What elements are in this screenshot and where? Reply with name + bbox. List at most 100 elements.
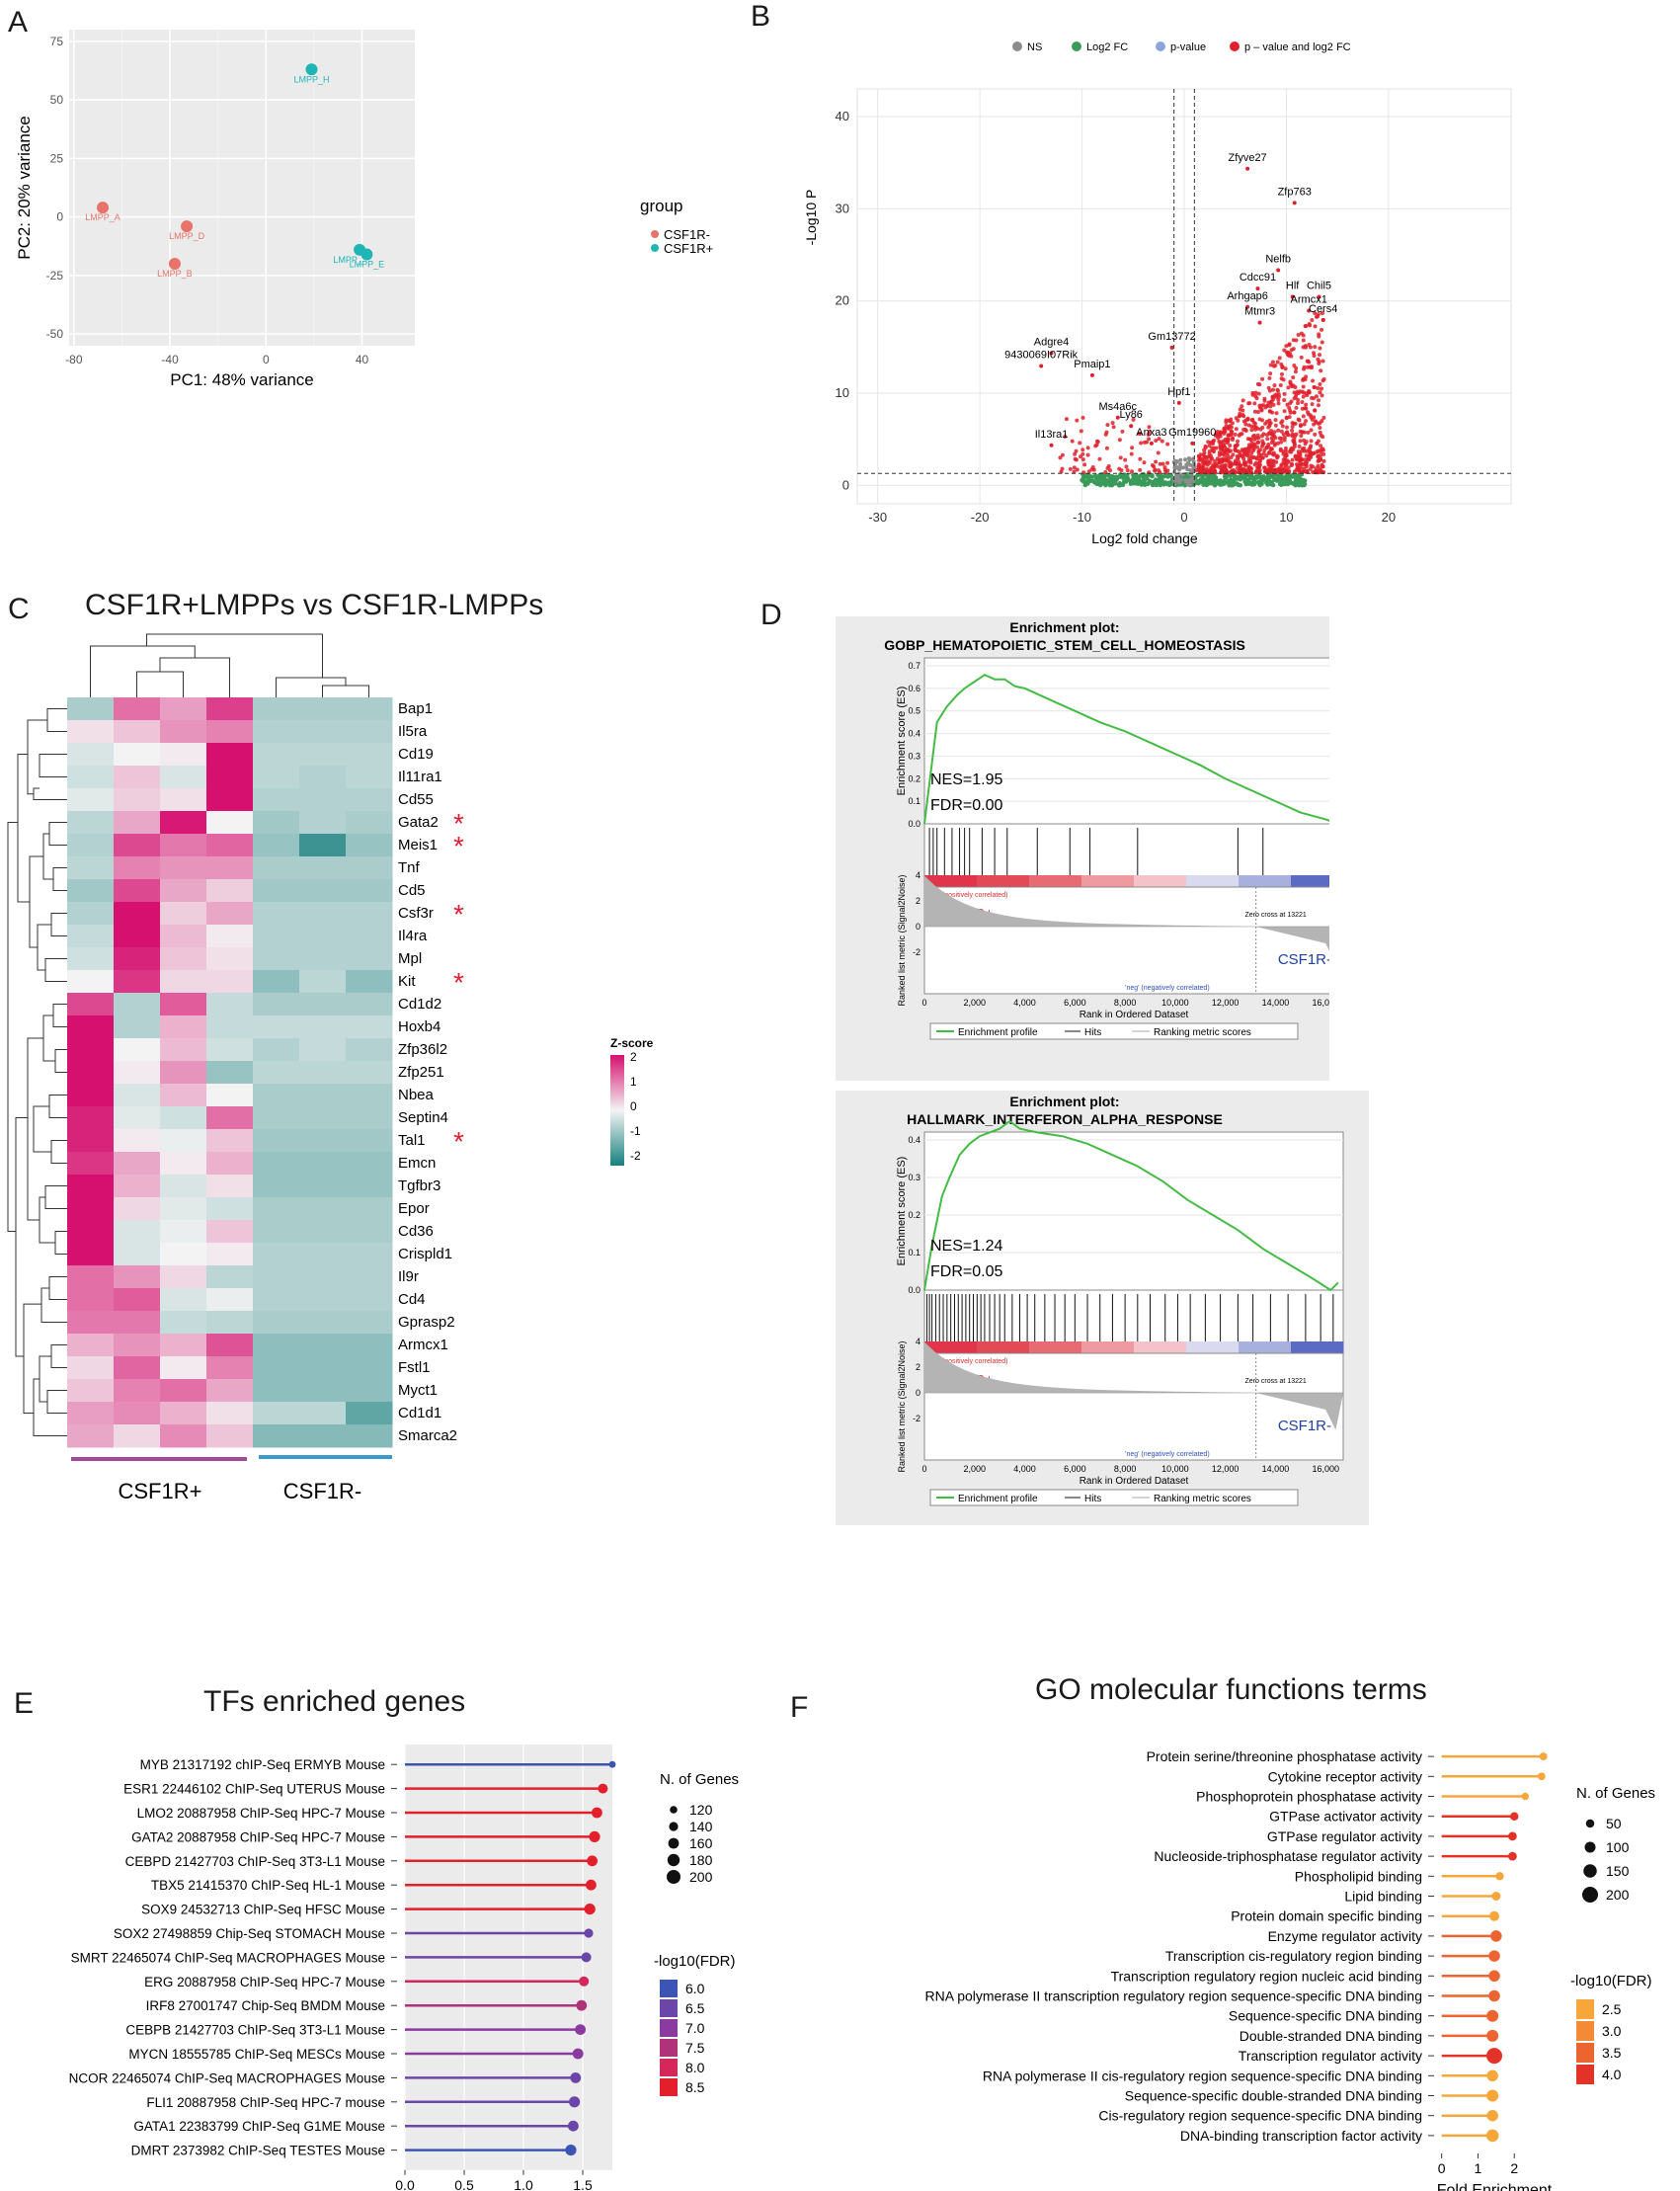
pca-legend-dot bbox=[651, 230, 659, 238]
heatmap-cell bbox=[67, 1061, 115, 1085]
color-legend-swatch bbox=[660, 2039, 678, 2057]
volcano-point bbox=[1241, 419, 1246, 424]
volcano-point bbox=[1303, 406, 1308, 411]
gsea-rank-y-tick: 4 bbox=[916, 870, 920, 880]
heatmap-cell bbox=[114, 1334, 161, 1357]
volcano-point bbox=[1266, 460, 1271, 465]
lollipop-term-label: SOX2 27498859 Chip-Seq STOMACH Mouse bbox=[114, 1926, 385, 1941]
heatmap-cell bbox=[253, 925, 300, 948]
dendrogram-branch bbox=[29, 855, 43, 948]
gsea-legend-hits: Hits bbox=[1084, 1494, 1101, 1504]
heatmap-cell bbox=[299, 697, 347, 721]
volcano-point bbox=[1287, 415, 1292, 420]
heatmap-cell bbox=[67, 1015, 115, 1039]
volcano-point bbox=[1097, 456, 1102, 461]
heatmap-cell bbox=[206, 1061, 254, 1085]
color-legend-label: 3.5 bbox=[1602, 2045, 1622, 2061]
volcano-point bbox=[1082, 462, 1087, 467]
heatmap-cell bbox=[206, 1084, 254, 1107]
volcano-points bbox=[1058, 311, 1326, 488]
heatmap-cell bbox=[67, 902, 115, 926]
heatmap-cell bbox=[253, 1265, 300, 1289]
volcano-point bbox=[1074, 457, 1079, 462]
lollipop-dot bbox=[1488, 1989, 1500, 2002]
volcano-point bbox=[1309, 439, 1314, 444]
volcano-gene-label: Gm13772 bbox=[1148, 331, 1195, 343]
volcano-point bbox=[1266, 476, 1271, 481]
heatmap-cell bbox=[206, 1265, 254, 1289]
gsea-legend-profile: Enrichment profile bbox=[958, 1027, 1038, 1038]
gsea-title: Enrichment plot: bbox=[1009, 619, 1119, 635]
volcano-point bbox=[1284, 474, 1289, 480]
volcano-labeled-point bbox=[1276, 268, 1281, 273]
heatmap-cell bbox=[299, 1084, 347, 1107]
volcano-point bbox=[1233, 447, 1238, 452]
volcano-point bbox=[1135, 474, 1140, 480]
volcano-point bbox=[1245, 453, 1250, 458]
heatmap-cell bbox=[253, 811, 300, 835]
volcano-point bbox=[1320, 340, 1324, 345]
volcano-labeled-point bbox=[1290, 294, 1295, 299]
color-legend-swatch bbox=[660, 1999, 678, 2017]
volcano-point bbox=[1201, 482, 1206, 487]
go-terms-plot: 0 1 2 Fold Enrichment Protein serine/threoni… bbox=[925, 1739, 1655, 2191]
volcano-point bbox=[1085, 446, 1090, 450]
lollipop-term-label: ERG 20887958 ChIP-Seq HPC-7 Mouse bbox=[144, 1975, 385, 1989]
dendrogram-branch bbox=[15, 1117, 28, 1357]
volcano-point bbox=[1212, 468, 1217, 473]
volcano-point bbox=[1104, 430, 1109, 435]
volcano-point bbox=[1301, 394, 1306, 399]
heatmap-cell bbox=[160, 902, 207, 926]
volcano-point bbox=[1206, 454, 1211, 459]
volcano-point bbox=[1063, 434, 1068, 439]
volcano-point bbox=[1215, 456, 1220, 461]
volcano-point bbox=[1158, 470, 1162, 475]
volcano-point bbox=[1157, 437, 1161, 442]
heatmap-cell bbox=[114, 1402, 161, 1425]
volcano-point bbox=[1236, 418, 1240, 423]
dendrogram-branch bbox=[50, 1140, 67, 1164]
volcano-point bbox=[1188, 477, 1193, 482]
volcano-point bbox=[1280, 424, 1285, 429]
volcano-point bbox=[1156, 450, 1160, 455]
volcano-point bbox=[1279, 362, 1284, 366]
volcano-point bbox=[1314, 419, 1319, 424]
volcano-point bbox=[1162, 465, 1167, 470]
volcano-point bbox=[1290, 428, 1295, 433]
volcano-point bbox=[1178, 457, 1183, 462]
volcano-labeled-point bbox=[1089, 372, 1094, 377]
volcano-point bbox=[1251, 455, 1256, 460]
volcano-point bbox=[1312, 396, 1317, 401]
heatmap-cell bbox=[160, 720, 207, 744]
volcano-point bbox=[1247, 469, 1252, 474]
gsea-gene-set: HALLMARK_INTERFERON_ALPHA_RESPONSE bbox=[907, 1111, 1223, 1127]
volcano-point bbox=[1270, 360, 1275, 365]
lollipop-dot bbox=[1509, 1812, 1519, 1821]
volcano-point bbox=[1277, 356, 1282, 361]
volcano-point bbox=[1288, 401, 1293, 406]
lollipop-dot bbox=[1486, 2089, 1499, 2102]
color-legend-label: 7.0 bbox=[685, 2020, 705, 2036]
volcano-point bbox=[1258, 427, 1263, 432]
heatmap-cell bbox=[253, 766, 300, 789]
volcano-point bbox=[1230, 469, 1235, 474]
volcano-point bbox=[1261, 476, 1267, 482]
volcano-point bbox=[1229, 483, 1235, 488]
dendrogram-branch bbox=[23, 1303, 41, 1414]
heatmap-cell bbox=[160, 1129, 207, 1153]
pca-y-tick: 75 bbox=[50, 35, 64, 48]
heatmap-cell bbox=[253, 856, 300, 880]
volcano-point bbox=[1125, 472, 1130, 478]
gsea-x-tick: 10,000 bbox=[1161, 998, 1189, 1008]
size-legend-dot bbox=[1582, 1887, 1598, 1903]
gsea-x-label: Rank in Ordered Dataset bbox=[1080, 1476, 1189, 1487]
volcano-point bbox=[1307, 360, 1312, 365]
volcano-point bbox=[1292, 396, 1297, 401]
volcano-point bbox=[1250, 392, 1255, 397]
volcano-point bbox=[1074, 448, 1079, 453]
heatmap-row-label: Zfp36l2 bbox=[398, 1041, 447, 1058]
lollipop-term-label: NCOR 22465074 ChIP-Seq MACROPHAGES Mouse bbox=[69, 2070, 385, 2085]
volcano-point bbox=[1216, 433, 1221, 438]
heatmap-row-label: Il4ra bbox=[398, 928, 428, 944]
volcano-point bbox=[1241, 456, 1246, 461]
